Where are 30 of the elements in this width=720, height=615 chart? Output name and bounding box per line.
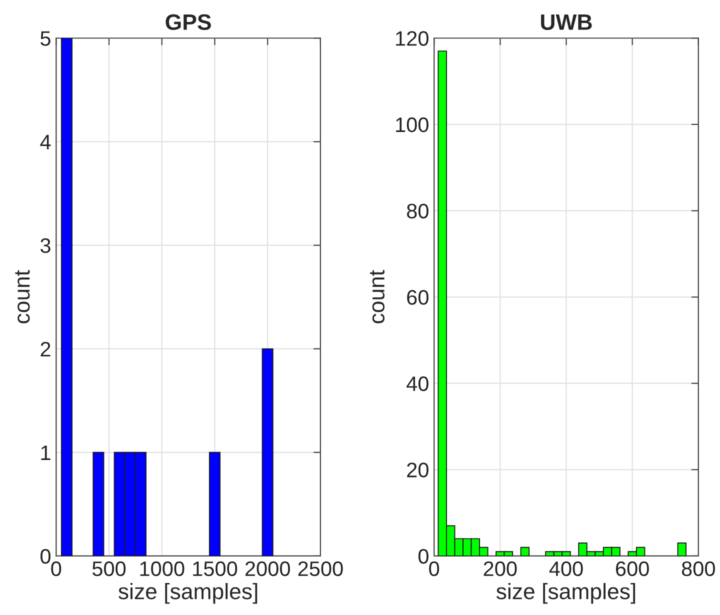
y-tick-label: 40 xyxy=(406,376,428,392)
y-tick-label: 3 xyxy=(40,238,50,254)
y-tick-label: 2 xyxy=(40,342,50,356)
x-tick-label: 1500 xyxy=(193,561,238,576)
y-tick-label: 0 xyxy=(418,548,428,564)
y-tick-label: 4 xyxy=(40,134,51,150)
x-tick-label: 1000 xyxy=(140,561,184,576)
y-axis-title: count xyxy=(15,270,30,324)
x-tick-label: 2000 xyxy=(245,561,290,576)
x-tick-label: 400 xyxy=(549,561,583,576)
chart-title: GPS xyxy=(166,14,211,30)
y-tick-label: 0 xyxy=(40,548,50,564)
x-tick-label: 2500 xyxy=(298,561,343,576)
x-tick-label: 500 xyxy=(92,561,126,576)
y-tick-label: 100 xyxy=(396,117,428,132)
x-tick-label: 0 xyxy=(429,561,440,576)
y-tick-label: 120 xyxy=(396,31,428,46)
x-tick-label: 0 xyxy=(51,561,62,576)
x-tick-label: 200 xyxy=(484,561,517,576)
y-tick-label: 5 xyxy=(40,31,50,46)
y-axis-title: count xyxy=(370,270,385,324)
x-axis-title: size [samples] xyxy=(118,583,258,604)
chart-title: UWB xyxy=(541,14,592,30)
y-tick-label: 80 xyxy=(406,204,428,218)
x-axis-title: size [samples] xyxy=(496,583,636,604)
x-tick-label: 800 xyxy=(682,561,715,576)
y-tick-label: 60 xyxy=(407,290,428,305)
y-tick-label: 20 xyxy=(407,462,428,478)
y-tick-label: 1 xyxy=(41,446,50,460)
x-tick-label: 600 xyxy=(616,561,649,576)
